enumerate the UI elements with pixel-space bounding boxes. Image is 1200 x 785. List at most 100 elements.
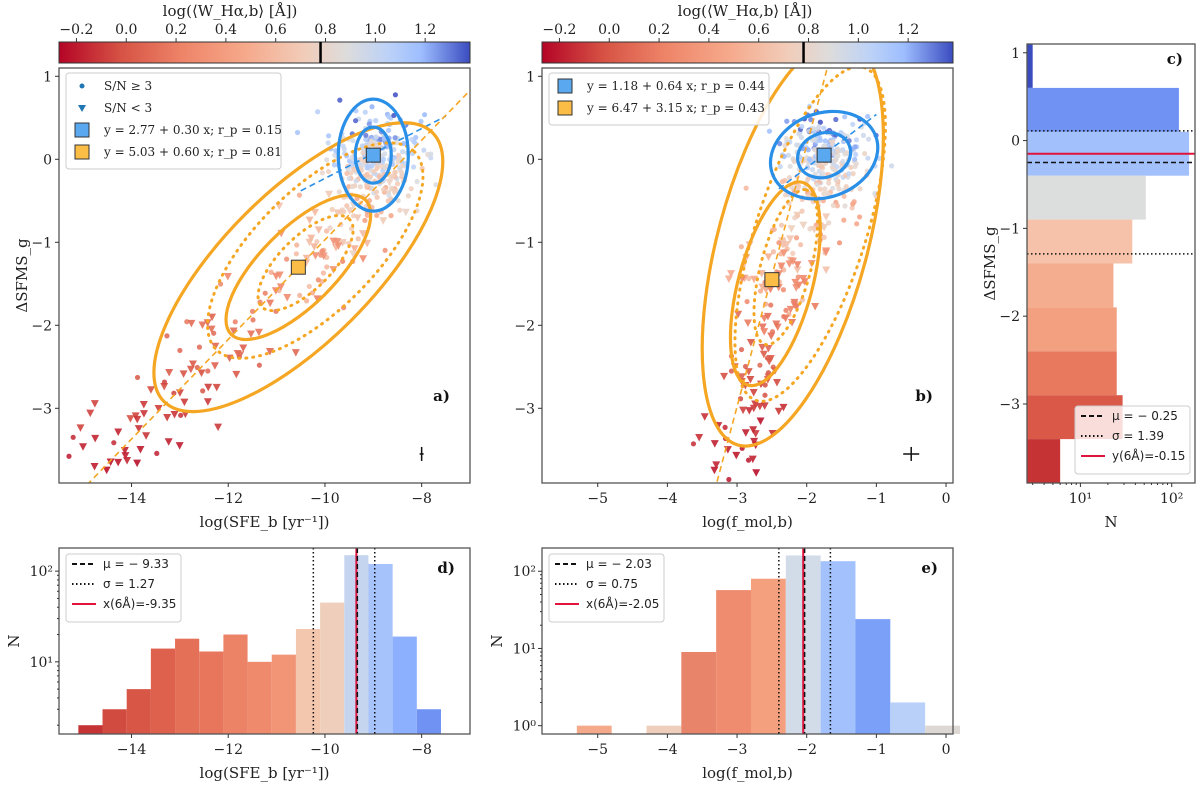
data-point-high-sn	[850, 121, 856, 127]
data-point-low-sn	[175, 389, 184, 397]
data-point-low-sn	[334, 242, 343, 250]
data-point-high-sn	[232, 319, 238, 325]
data-point-high-sn	[337, 97, 343, 103]
data-point-low-sn	[786, 235, 795, 243]
data-point-high-sn	[805, 147, 811, 153]
data-point-low-sn	[788, 257, 797, 266]
data-point-high-sn	[111, 440, 117, 446]
data-point-high-sn	[799, 297, 806, 303]
y-tick-label: −3	[514, 401, 535, 417]
data-point-low-sn	[799, 275, 808, 283]
histogram-bar	[247, 661, 272, 734]
data-point-high-sn	[395, 197, 401, 204]
data-point-high-sn	[363, 132, 369, 138]
x-tick-label: −2	[796, 491, 817, 507]
data-point-low-sn	[720, 372, 729, 381]
data-point-high-sn	[362, 217, 368, 224]
data-point-high-sn	[840, 158, 846, 165]
data-point-low-sn	[385, 178, 394, 187]
data-point-high-sn	[796, 131, 802, 137]
y-tick-label: −3	[31, 401, 52, 417]
data-point-low-sn	[188, 360, 197, 368]
legend-label: y = 6.47 + 3.15 x; r_p = 0.43	[586, 101, 765, 115]
data-point-low-sn	[758, 343, 767, 352]
data-point-high-sn	[821, 125, 827, 131]
x-tick-label: 10¹	[1069, 491, 1092, 507]
data-point-high-sn	[296, 192, 303, 198]
data-point-high-sn	[784, 118, 790, 124]
data-point-low-sn	[210, 362, 219, 370]
legend-label: μ = − 9.33	[103, 557, 169, 571]
x-tick-label: −5	[587, 742, 608, 758]
data-point-high-sn	[834, 203, 840, 209]
data-point-high-sn	[380, 186, 387, 193]
data-point-high-sn	[817, 137, 823, 143]
data-point-high-sn	[293, 251, 299, 257]
data-point-low-sn	[779, 249, 788, 258]
data-point-high-sn	[728, 368, 735, 374]
legend-label: S/N < 3	[104, 101, 152, 115]
fit-center-high	[816, 147, 832, 163]
x-axis-label: log(f_mol,b)	[702, 513, 793, 531]
data-point-high-sn	[200, 388, 206, 394]
fit-center-low	[290, 259, 306, 275]
data-point-high-sn	[386, 127, 392, 134]
data-point-low-sn	[749, 388, 758, 397]
data-point-low-sn	[62, 486, 70, 494]
x-tick-label: −3	[727, 491, 748, 507]
data-point-low-sn	[779, 403, 788, 412]
histogram-bar	[1027, 307, 1117, 352]
x-tick-label: −8	[411, 491, 432, 507]
colorbar-tick-label: 1.2	[414, 22, 436, 38]
ellipse-low-2sigma	[152, 121, 445, 414]
legend-box	[548, 72, 770, 126]
data-point-high-sn	[349, 183, 356, 190]
data-point-high-sn	[344, 203, 350, 209]
x-tick-label: −14	[117, 742, 147, 758]
colorbar-tick-label: 0.6	[748, 22, 770, 38]
data-point-low-sn	[759, 350, 768, 359]
data-point-high-sn	[369, 104, 375, 110]
data-point-high-sn	[782, 143, 788, 149]
data-point-high-sn	[331, 162, 338, 168]
data-point-high-sn	[768, 302, 774, 308]
data-point-low-sn	[359, 255, 368, 263]
data-point-low-sn	[811, 302, 820, 311]
histogram-bar	[576, 725, 612, 734]
ellipse-low-dotted-outer	[733, 68, 887, 403]
data-point-low-sn	[739, 406, 748, 415]
data-point-high-sn	[872, 190, 878, 197]
data-point-low-sn	[760, 328, 769, 336]
data-point-low-sn	[203, 319, 212, 327]
x-tick-label: −3	[727, 742, 748, 758]
data-point-high-sn	[843, 183, 849, 190]
data-point-high-sn	[806, 156, 812, 162]
data-point-low-sn	[165, 368, 174, 377]
data-point-high-sn	[421, 147, 427, 153]
data-point-high-sn	[817, 119, 823, 125]
histogram-bar	[271, 654, 296, 734]
data-point-high-sn	[336, 189, 342, 195]
x-tick-label: 10²	[1160, 491, 1183, 507]
data-point-low-sn	[750, 437, 759, 446]
legend-label: μ = − 0.25	[1112, 409, 1178, 423]
data-point-high-sn	[366, 121, 372, 127]
fit-center-high	[365, 147, 381, 163]
data-point-high-sn	[888, 163, 895, 169]
data-point-low-sn	[756, 417, 765, 426]
data-point-low-sn	[758, 323, 767, 332]
histogram-bar	[1027, 44, 1033, 88]
histogram-bar	[78, 725, 103, 734]
data-point-low-sn	[748, 455, 757, 464]
data-point-low-sn	[787, 225, 796, 233]
data-point-low-sn	[799, 221, 808, 230]
data-point-low-sn	[214, 423, 223, 432]
data-point-low-sn	[232, 370, 241, 379]
data-point-high-sn	[341, 239, 347, 245]
data-point-high-sn	[846, 171, 852, 177]
colorbar-tick-label: 1.2	[897, 22, 919, 38]
data-point-high-sn	[826, 180, 832, 186]
data-point-high-sn	[315, 277, 321, 283]
ellipse-low-dotted-inner	[256, 214, 355, 313]
data-point-high-sn	[353, 178, 359, 184]
